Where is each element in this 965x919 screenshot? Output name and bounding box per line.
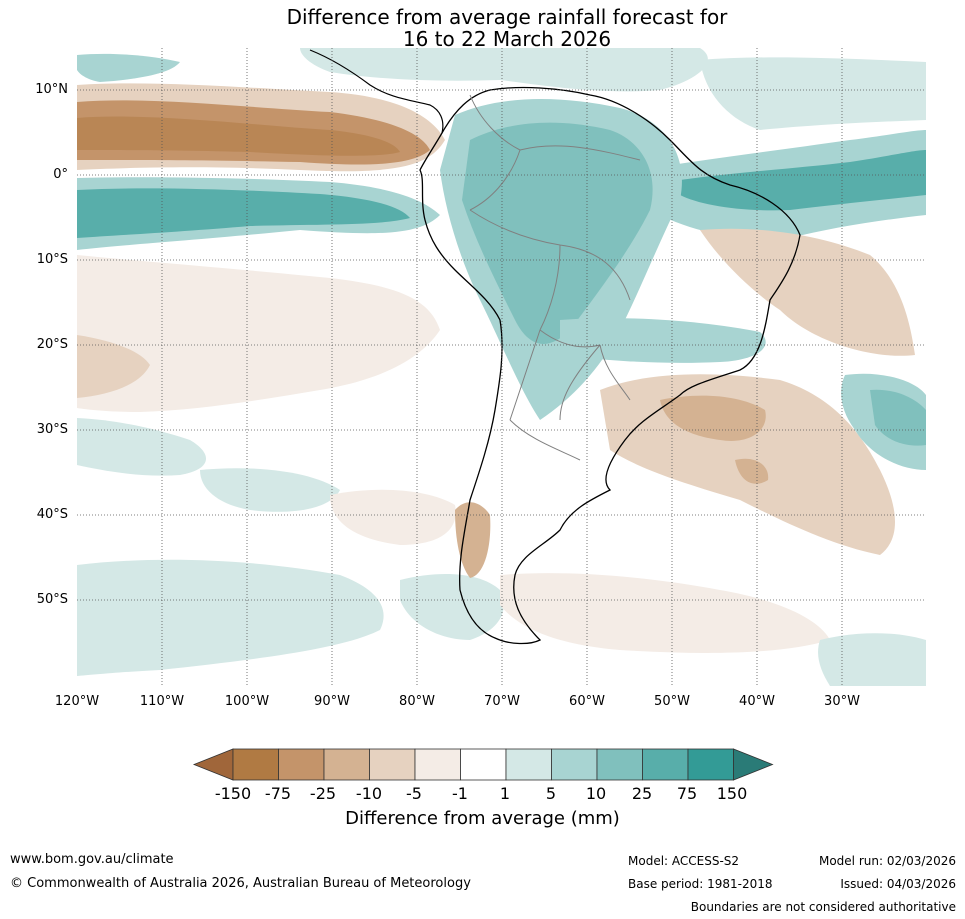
wet-region-amazon-core [462,122,653,344]
colorbar-tick-label: -75 [264,784,292,803]
colorbar-tick-label: 150 [716,784,748,803]
colorbar-swatch [596,748,643,781]
dry-region-east-brazil [700,228,915,356]
lon-label: 50°W [654,694,690,709]
map-gridlines [77,48,926,686]
colorbar-tick-label: -25 [309,784,337,803]
wet-region-caribbean [300,48,708,92]
lat-label: 20°S [36,337,68,352]
model-text: Model: ACCESS-S2 [628,854,740,868]
lon-label: 80°W [399,694,435,709]
lon-label: 30°W [824,694,860,709]
lat-label: 0° [53,167,68,182]
wet-region-south-atlantic-convergence [560,318,766,363]
lat-label: 10°S [36,252,68,267]
lat-label: 50°S [36,592,68,607]
lat-label: 30°S [36,422,68,437]
map-title-line1: Difference from average rainfall forecas… [286,5,728,29]
colorbar-swatch [642,748,689,781]
lon-label: 90°W [314,694,350,709]
lon-label: 40°W [739,694,775,709]
website-text: www.bom.gov.au/climate [10,852,174,867]
wet-region-north-atlantic [700,57,926,130]
dry-region-south-atlantic-core2 [735,458,769,484]
disclaimer-text: Boundaries are not considered authoritat… [690,900,956,914]
map-title-line2: 16 to 22 March 2026 [402,27,612,51]
lon-label: 70°W [484,694,520,709]
lat-label: 40°S [36,507,68,522]
model-run-text: Model run: 02/03/2026 [818,854,956,868]
dry-region-south-pacific [330,489,456,545]
lon-label: 120°W [54,694,100,709]
lon-label: 100°W [224,694,270,709]
base-period-text: Base period: 1981-2018 [628,877,773,891]
colorbar-tick-label: -5 [406,784,422,803]
dry-region-patagonia-north [455,502,491,578]
colorbar-swatch [232,748,279,781]
central-america-coastline [309,49,444,134]
dry-region-south-atlantic-far [500,573,830,653]
colorbar-tick-label: 25 [631,784,653,803]
colorbar-tick-label: -10 [355,784,383,803]
wet-region-south-pacific-2 [200,468,340,512]
wet-band-equator-core [77,188,410,238]
rainfall-anomaly-field [77,48,926,686]
colorbar-swatch [278,748,325,781]
south-america-coastline [419,86,801,645]
colorbar-tick-label: 10 [585,784,607,803]
colorbar-swatch [505,748,552,781]
wet-region-southern-ocean [77,559,384,676]
colorbar-swatch [551,748,598,781]
wet-region-se-corner [818,633,926,686]
colorbar-tick-label: -1 [452,784,468,803]
lon-label: 60°W [569,694,605,709]
copyright-text: © Commonwealth of Australia 2026, Austra… [10,876,471,891]
colorbar-title: Difference from average (mm) [345,808,620,829]
wet-region-se-atlantic-core [870,389,926,446]
colorbar-tick-label: -150 [214,784,252,803]
issued-text: Issued: 04/03/2026 [840,877,956,891]
lon-label: 110°W [139,694,185,709]
colorbar-tick-label: 75 [676,784,698,803]
wet-band-atlantic-core [680,150,926,211]
lat-label: 10°N [35,82,68,97]
colorbar-tick-label: 5 [545,784,557,803]
colorbar-swatch [460,748,507,781]
colorbar-extend-low [192,748,234,781]
colorbar-swatch [323,748,370,781]
wet-region-south-pacific [77,418,207,476]
dry-region-east-pacific [77,255,440,412]
wet-region-patagonia [400,574,504,640]
dry-region-east-pacific-core [77,335,150,398]
wet-region-north-pacific [77,53,180,82]
colorbar-swatch [687,748,734,781]
colorbar-tick-label: 1 [499,784,511,803]
dry-band-north-peak [77,116,400,156]
colorbar-extend-high [733,748,774,781]
colorbar-swatch [369,748,416,781]
colorbar [192,748,774,781]
colorbar-swatch [414,748,461,781]
